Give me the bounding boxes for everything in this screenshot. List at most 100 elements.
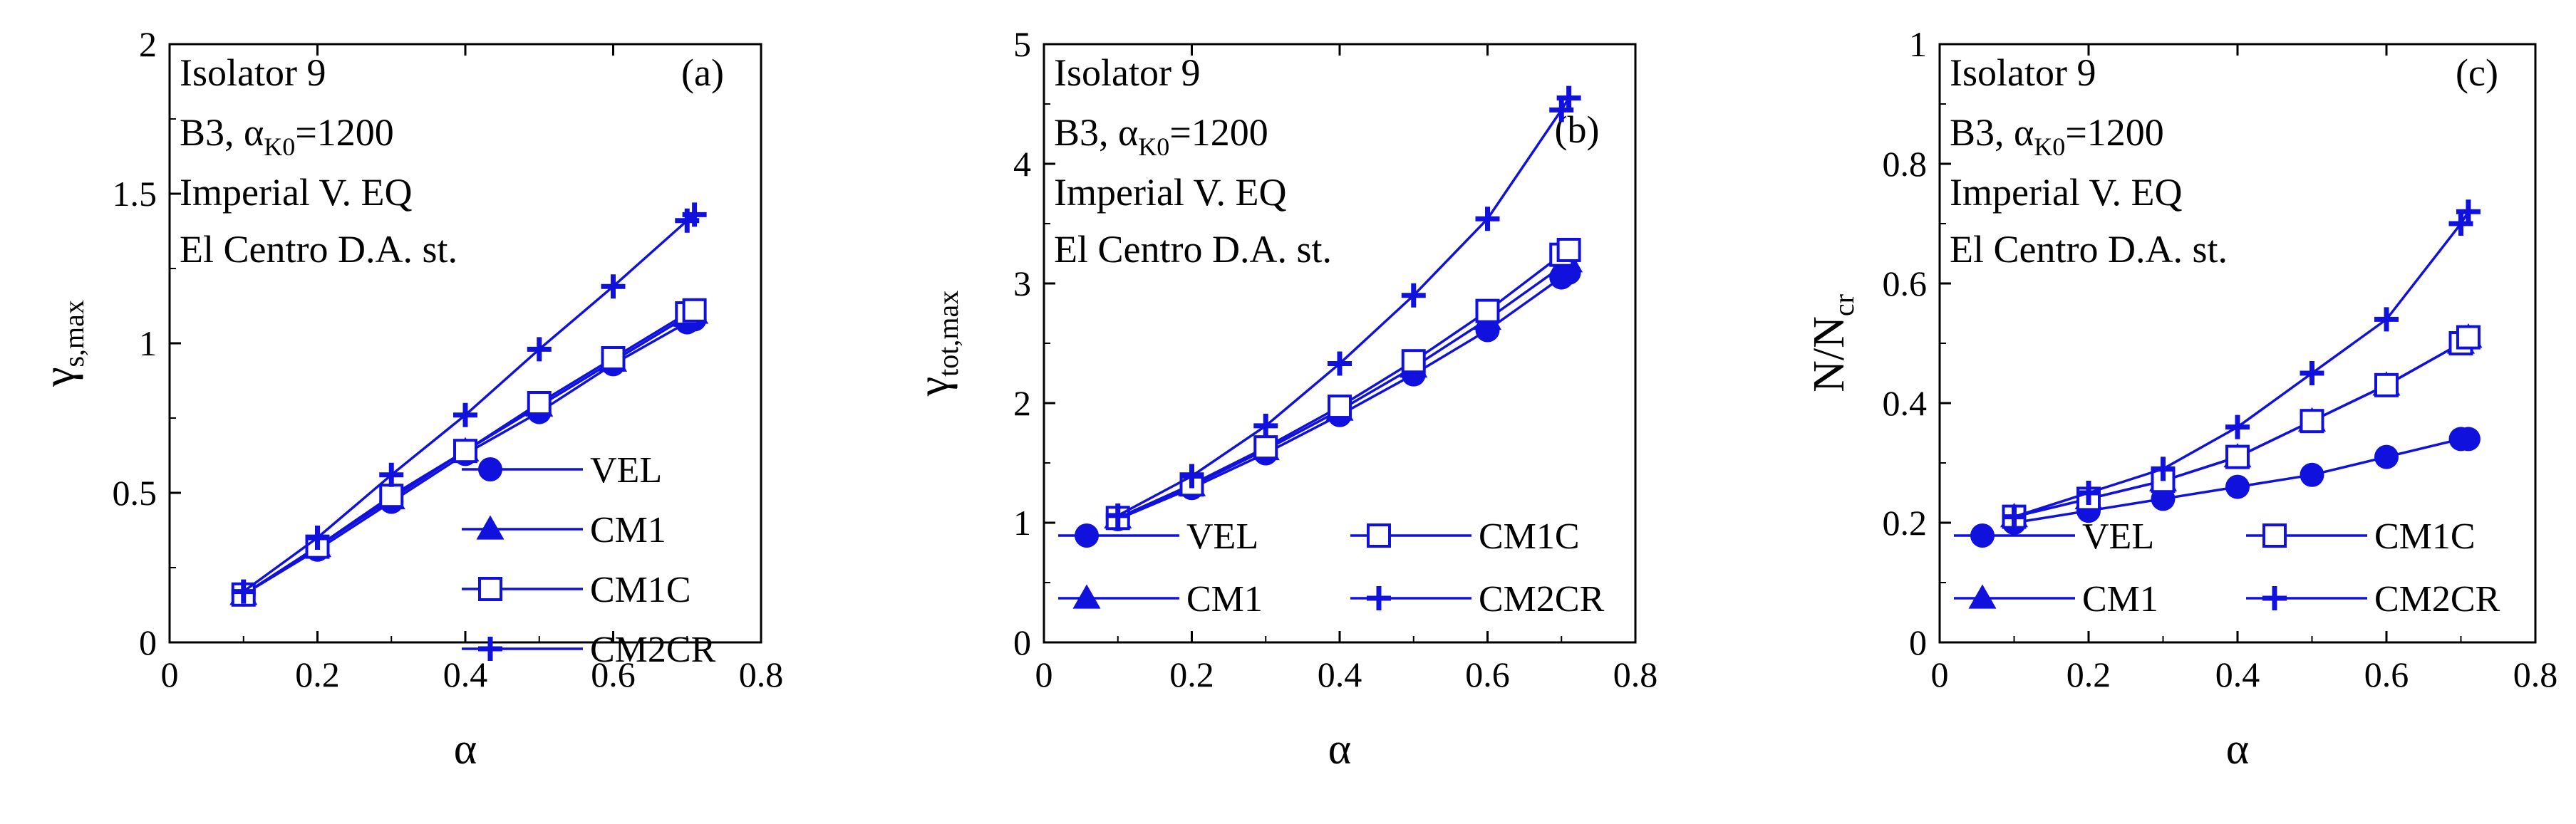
x-tick-label: 0.8	[2513, 654, 2558, 694]
legend-entry-cm2cr: CM2CR	[1350, 579, 1605, 620]
data-point	[1253, 435, 1278, 460]
series-line	[1117, 271, 1570, 521]
data-point	[305, 526, 330, 550]
annotation-earthquake: Imperial V. EQ	[1950, 171, 2182, 214]
series-line	[242, 318, 695, 596]
legend-label: CM2CR	[1479, 579, 1605, 620]
data-point	[379, 462, 404, 487]
legend-entry-vel: VEL	[462, 450, 662, 491]
series-line	[1117, 249, 1570, 519]
y-tick-label: 0.2	[1883, 503, 1928, 543]
data-point	[379, 484, 404, 509]
data-point	[2225, 474, 2250, 499]
data-point	[1328, 395, 1352, 419]
x-tick-label: 0.4	[1318, 654, 1362, 694]
x-tick-label: 0.4	[2215, 654, 2260, 694]
data-point	[453, 439, 477, 464]
legend-entry-cm1: CM1	[462, 510, 666, 551]
legend: VEL CM1 CM1C CM2CR	[1058, 516, 1605, 620]
data-point	[1401, 283, 1426, 308]
legend-marker	[1075, 523, 1099, 548]
annotation-isolator: Isolator 9	[1054, 51, 1200, 94]
annotation-station: El Centro D.A. st.	[180, 228, 457, 271]
legend-marker	[478, 577, 502, 601]
data-point	[2076, 481, 2101, 505]
legend-marker	[1968, 584, 1997, 609]
data-point	[1328, 351, 1352, 376]
legend: VEL CM1 CM1C CM2CR	[1954, 516, 2500, 620]
series-cm2cr	[231, 202, 707, 604]
data-point	[2300, 409, 2324, 434]
legend-entry-cm2cr: CM2CR	[2246, 579, 2500, 620]
x-tick-label: 0.4	[443, 654, 488, 694]
y-tick-label: 0	[1909, 622, 1927, 662]
data-point	[682, 298, 707, 323]
legend-label: CM1C	[590, 570, 691, 610]
y-tick-label: 1	[1909, 24, 1927, 64]
series-line	[1117, 97, 1571, 517]
data-point	[601, 346, 626, 370]
legend-entry-cm1c: CM1C	[462, 570, 691, 610]
data-point	[1475, 207, 1500, 231]
annotation-earthquake: Imperial V. EQ	[1054, 171, 1286, 214]
y-tick-label: 0.8	[1883, 144, 1928, 184]
data-point	[601, 274, 626, 299]
series-line	[2014, 336, 2470, 518]
legend-entry-cm1: CM1	[1954, 579, 2158, 620]
x-tick-label: 0.6	[2364, 654, 2409, 694]
data-point	[682, 202, 707, 227]
annotation-isolator: Isolator 9	[180, 51, 326, 94]
legend-label: CM1	[2082, 579, 2158, 620]
y-tick-label: 0	[139, 622, 157, 662]
x-axis-label: α	[1328, 725, 1351, 773]
chart-panel-1: 0 0.2 0.4 0.6 0.8 0 0.5 1 1.5 2 α γs,max Isolator 9 B…	[35, 24, 783, 773]
data-point	[2151, 457, 2176, 481]
data-point	[2456, 325, 2481, 350]
x-tick-label: 0.6	[591, 654, 636, 694]
legend-marker	[478, 637, 502, 661]
annotation-params: B3, αK0=1200	[1054, 111, 1268, 161]
legend-marker	[1970, 523, 1995, 548]
y-tick-label: 0.5	[113, 473, 157, 513]
annotation-station: El Centro D.A. st.	[1950, 228, 2228, 271]
data-point	[2374, 307, 2399, 332]
data-point	[453, 402, 477, 427]
series-cm1	[1104, 248, 1583, 528]
data-point	[527, 391, 552, 415]
x-tick-label: 0.8	[739, 654, 784, 694]
legend-label: CM1C	[2374, 516, 2476, 557]
y-tick-label: 0.6	[1883, 264, 1928, 303]
legend-label: VEL	[590, 450, 662, 491]
legend-marker	[2262, 523, 2287, 548]
data-point	[2456, 427, 2481, 452]
y-tick-label: 4	[1013, 144, 1031, 184]
annotation-params: B3, αK0=1200	[1950, 111, 2164, 161]
y-tick-label: 5	[1013, 24, 1031, 64]
y-axis-label: γs,max	[35, 300, 90, 387]
x-tick-label: 0.8	[1613, 654, 1658, 694]
data-point	[2374, 372, 2399, 397]
data-point	[2225, 444, 2250, 469]
annotation-isolator: Isolator 9	[1950, 51, 2096, 94]
legend-label: CM1C	[1479, 516, 1580, 557]
legend-label: CM2CR	[590, 630, 716, 670]
legend-marker	[1072, 584, 1101, 609]
y-axis-label: γtot,max	[909, 291, 964, 397]
legend-marker	[476, 515, 505, 540]
legend-entry-cm1: CM1	[1058, 579, 1263, 620]
data-point	[1556, 85, 1581, 110]
x-tick-label: 0.6	[1465, 654, 1510, 694]
y-tick-label: 1	[139, 323, 157, 363]
annotation-earthquake: Imperial V. EQ	[180, 171, 412, 214]
data-point	[2225, 414, 2250, 439]
y-tick-label: 1.5	[113, 174, 157, 214]
x-axis-label: α	[454, 725, 477, 773]
y-tick-label: 1	[1013, 503, 1031, 543]
series-line	[242, 214, 695, 593]
panel-tag: (c)	[2456, 51, 2498, 94]
data-point	[2300, 361, 2324, 385]
data-point	[1105, 503, 1130, 528]
legend-entry-cm2cr: CM2CR	[462, 630, 716, 670]
legend-marker	[2262, 586, 2287, 610]
panel-tag: (a)	[681, 51, 724, 94]
